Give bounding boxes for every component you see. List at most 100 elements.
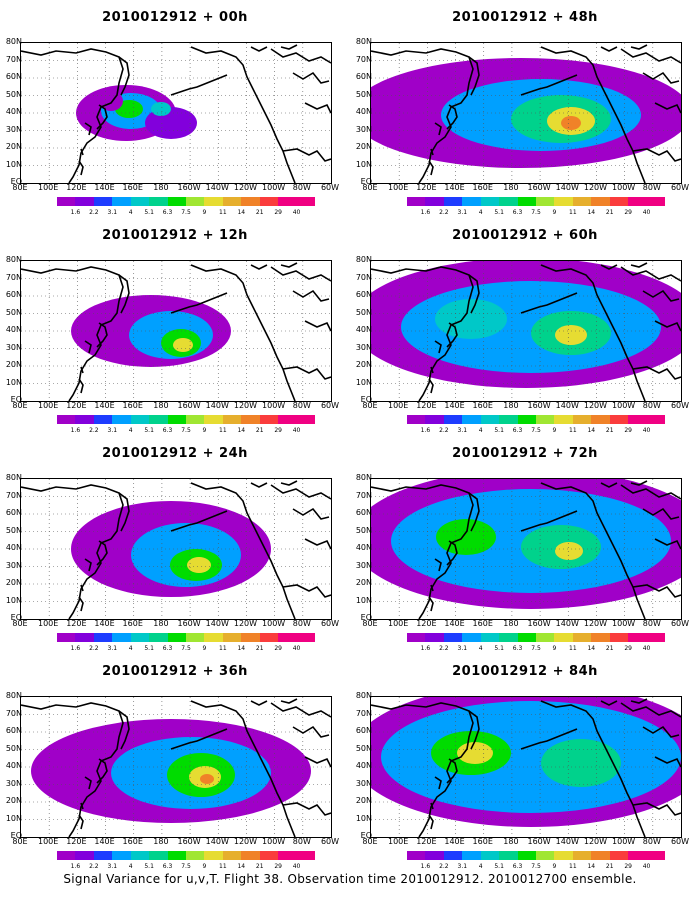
coastline (446, 104, 458, 130)
lat-tick-label: EQ (360, 613, 372, 622)
colorbar-swatch (296, 851, 315, 860)
colorbar-swatch (480, 197, 500, 206)
colorbar-swatch (554, 633, 573, 642)
coastline (292, 725, 330, 738)
colorbar-label: 40 (292, 209, 301, 216)
colorbar-swatch (241, 197, 260, 206)
lon-tick-label: 100E (38, 837, 59, 846)
colorbar-swatch (241, 633, 260, 642)
colorbar-label: 11 (569, 427, 577, 434)
coastline (78, 148, 84, 176)
colorbar-label: 4 (478, 863, 483, 870)
lon-tick-label: 140E (94, 619, 115, 628)
lat-tick-label: 80N (355, 473, 372, 482)
lon-tick-label: 80W (642, 837, 661, 846)
coastline (270, 702, 331, 718)
coastline (468, 492, 480, 532)
colorbar-label: 9 (552, 863, 557, 870)
colorbar-swatch (462, 851, 481, 860)
colorbar-swatch (241, 415, 260, 424)
colorbar-swatch (535, 197, 555, 206)
coastline (170, 292, 228, 314)
lat-tick-label: 20N (5, 796, 22, 805)
colorbar-label: 6.3 (512, 427, 523, 434)
colorbar-label: 14 (587, 645, 596, 652)
lon-tick-label: 80W (642, 183, 661, 192)
lon-tick-label: 120W (583, 619, 608, 628)
colorbar-swatch (222, 415, 242, 424)
lat-tick-label: 50N (5, 743, 22, 753)
lat-tick-label: 70N (355, 272, 372, 282)
lon-tick-label: 120W (233, 619, 258, 628)
lon-tick-label: 140W (205, 619, 229, 628)
lat-tick-label: 70N (5, 272, 22, 282)
colorbar-swatch (535, 633, 555, 642)
colorbar-label: 2.2 (439, 427, 449, 434)
lat-tick-label: 40N (5, 543, 22, 552)
lat-tick-label: 60N (5, 508, 22, 517)
lon-tick-label: 140E (94, 837, 115, 846)
colorbar-swatch (222, 851, 242, 860)
lat-tick-label: 50N (355, 89, 372, 99)
colorbar-swatch (425, 633, 444, 642)
coastline (434, 776, 442, 790)
lat-tick-label: 80N (5, 473, 22, 482)
lon-tick-label: 160W (527, 401, 551, 410)
colorbar-label: 2.2 (89, 645, 99, 652)
coastline (654, 102, 681, 114)
panel-title: 2010012912 + 24h (102, 446, 248, 461)
lat-tick-label: 60N (5, 72, 22, 81)
lat-tick-label: 70N (5, 54, 22, 64)
coastline (632, 366, 681, 380)
colorbar-swatch (259, 415, 279, 424)
map-panel: 2010012912 + 24h 80N 70N 60N 50N 40N 30N 20N 10N… (0, 436, 350, 656)
map-frame (370, 478, 682, 620)
colorbar-swatch (278, 633, 297, 642)
colorbar-swatch (130, 415, 150, 424)
coastline (304, 102, 331, 114)
lat-tick-label: 80N (5, 255, 22, 264)
lon-tick-label: 80E (12, 401, 28, 410)
colorbar-swatch (149, 197, 168, 206)
colorbar (407, 197, 665, 206)
lat-tick-label: 60N (355, 726, 372, 735)
colorbar-label: 29 (624, 645, 632, 652)
colorbar-swatch (407, 851, 426, 860)
colorbar-labels: 1.6 2.2 3.1 4 5.1 6.3 7.5 9 11 14 21 29 40 (57, 209, 315, 217)
map-panel: 2010012912 + 12h 80N 70N 60N 50N 40N 30N 20N 10N… (0, 218, 350, 438)
coastline (118, 56, 130, 96)
lon-tick-label: 160E (472, 837, 493, 846)
lon-tick-label: 160E (122, 837, 143, 846)
coastline (292, 289, 330, 302)
colorbar-label: 11 (569, 645, 577, 652)
coastline (282, 366, 331, 380)
variance-contour (555, 542, 583, 560)
panel-title: 2010012912 + 84h (452, 664, 598, 679)
lon-tick-label: 160E (122, 619, 143, 628)
lon-tick-label: 140W (555, 837, 579, 846)
colorbar-swatch (130, 851, 150, 860)
coastline (620, 266, 681, 282)
lon-tick-label: 100E (388, 619, 409, 628)
panel-title: 2010012912 + 00h (102, 10, 248, 25)
colorbar-label: 6.3 (162, 645, 173, 652)
lat-tick-label: EQ (360, 395, 372, 404)
coastline (270, 48, 331, 64)
lat-tick-label: 20N (355, 142, 372, 151)
lat-tick-label: 40N (5, 107, 22, 116)
colorbar-swatch (57, 197, 76, 206)
colorbar-label: 9 (552, 209, 557, 216)
colorbar-label: 21 (605, 863, 614, 870)
coastline (540, 46, 646, 183)
colorbar-label: 14 (237, 863, 246, 870)
coastline (446, 758, 458, 784)
colorbar-labels: 1.6 2.2 3.1 4 5.1 6.3 7.5 9 11 14 21 29 40 (57, 863, 315, 871)
lon-tick-label: 80W (642, 401, 661, 410)
lon-tick-label: 80W (292, 401, 311, 410)
lon-tick-label: 140W (205, 837, 229, 846)
map-panel: 2010012912 + 00h 80N 70N 60N 50N 40N 30N 20N 10N… (0, 0, 350, 220)
lat-tick-label: 80N (355, 37, 372, 46)
colorbar-swatch (517, 415, 536, 424)
colorbar-swatch (572, 851, 592, 860)
colorbar-label: 9 (552, 645, 557, 652)
